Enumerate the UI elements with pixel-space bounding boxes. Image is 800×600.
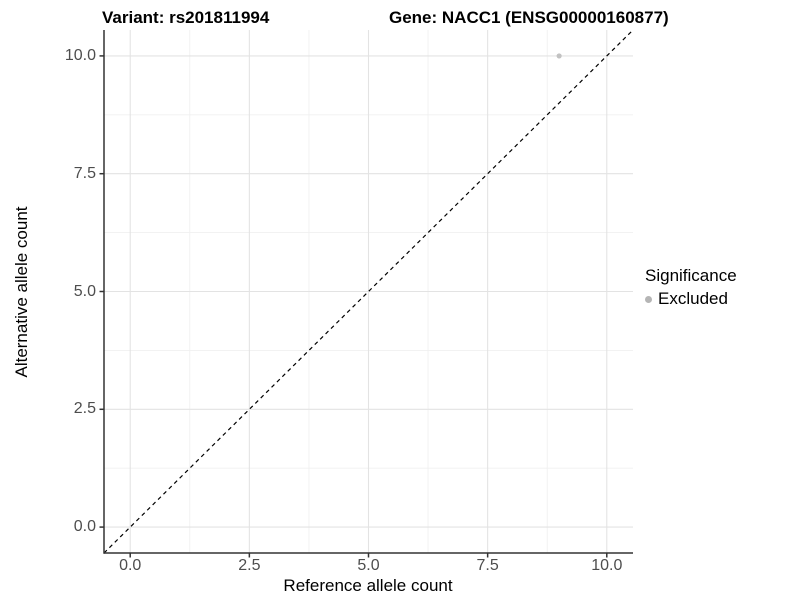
data-point xyxy=(556,53,562,59)
y-tick-label: 5.0 xyxy=(73,282,96,300)
y-tick-label: 7.5 xyxy=(73,164,96,182)
y-tick-label: 10.0 xyxy=(64,46,96,64)
legend: Significance Excluded xyxy=(645,266,737,309)
identity-dashed-line xyxy=(103,29,634,554)
plot-title-variant: Variant: rs201811994 xyxy=(102,8,270,27)
x-tick-label: 7.5 xyxy=(476,557,499,574)
y-tick-label: 2.5 xyxy=(73,400,96,418)
x-tick-label: 2.5 xyxy=(238,557,261,574)
legend-item-label: Excluded xyxy=(658,289,728,308)
x-tick-label: 5.0 xyxy=(357,557,380,574)
legend-key-circle-icon xyxy=(645,295,652,303)
plot-title-gene: Gene: NACC1 (ENSG00000160877) xyxy=(389,8,669,27)
x-axis-title: Reference allele count xyxy=(283,576,453,595)
legend-title: Significance xyxy=(645,266,737,285)
x-tick-label: 10.0 xyxy=(591,557,623,574)
y-axis-title: Alternative allele count xyxy=(12,206,31,378)
legend-item-excluded: Excluded xyxy=(645,289,737,309)
plot-area xyxy=(99,29,634,558)
x-tick-label: 0.0 xyxy=(119,557,142,574)
y-tick-label: 0.0 xyxy=(73,518,96,536)
